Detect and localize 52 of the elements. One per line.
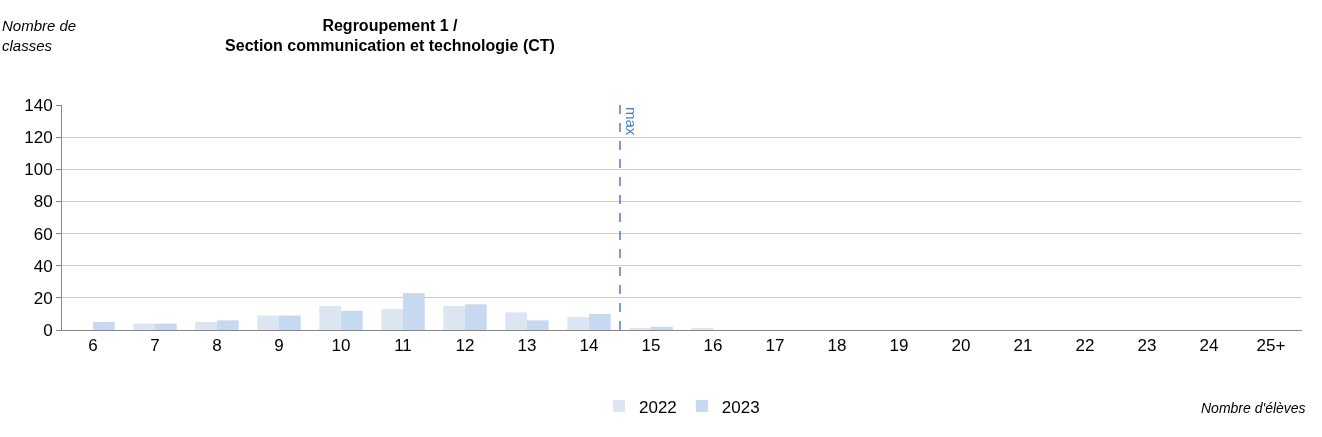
bar <box>589 313 611 330</box>
bar <box>133 323 155 330</box>
bar <box>93 321 115 330</box>
y-tick-label: 60 <box>33 224 53 244</box>
x-tick-label: 22 <box>1075 336 1095 356</box>
bar <box>651 326 673 330</box>
bar <box>217 320 239 330</box>
x-tick-label: 7 <box>150 336 160 356</box>
x-tick-label: 25+ <box>1256 336 1286 356</box>
y-axis-title: Nombre de classes <box>2 17 77 54</box>
x-tick-label: 11 <box>394 336 412 356</box>
x-tick-label: 17 <box>765 336 785 356</box>
legend-label: 2023 <box>721 397 760 417</box>
x-tick-label: 8 <box>212 336 222 356</box>
x-tick-label: 21 <box>1013 336 1033 356</box>
x-tick-label: 24 <box>1199 336 1219 356</box>
bar <box>279 315 301 330</box>
y-tick-label: 0 <box>43 320 53 340</box>
x-tick-label: 9 <box>274 336 284 356</box>
bar <box>155 323 177 330</box>
bar <box>403 293 425 330</box>
y-tick-label: 40 <box>33 256 53 276</box>
bar <box>381 309 403 330</box>
x-tick-label: 18 <box>827 336 847 356</box>
x-tick-label: 19 <box>889 336 909 356</box>
x-tick-label: 13 <box>517 336 537 356</box>
x-tick-label: 20 <box>951 336 971 356</box>
bar <box>465 304 487 330</box>
bar <box>567 317 589 330</box>
bar <box>505 312 527 330</box>
x-tick-label: 10 <box>331 336 351 356</box>
x-tick-label: 15 <box>641 336 661 356</box>
x-axis-title: Nombre d'élèves <box>1201 400 1306 416</box>
y-tick-label: 80 <box>33 192 53 212</box>
bar <box>319 305 341 330</box>
x-tick-label: 14 <box>579 336 599 356</box>
bar <box>341 310 363 330</box>
bar <box>195 321 217 330</box>
bar <box>527 320 549 330</box>
x-tick-label: 23 <box>1137 336 1157 356</box>
y-tick-label: 100 <box>24 160 53 180</box>
ref-line-label: max <box>623 107 640 136</box>
bar <box>257 315 279 330</box>
bar <box>443 305 465 330</box>
y-tick-label: 120 <box>24 128 53 148</box>
legend-label: 2022 <box>639 397 677 417</box>
x-tick-label: 6 <box>88 336 98 356</box>
x-tick-label: 12 <box>455 336 475 356</box>
x-tick-label: 16 <box>703 336 723 356</box>
y-tick-label: 140 <box>24 95 53 115</box>
y-tick-label: 20 <box>33 288 53 308</box>
chart-title: Regroupement 1 / Section communication et technologie (CT) <box>225 16 555 55</box>
